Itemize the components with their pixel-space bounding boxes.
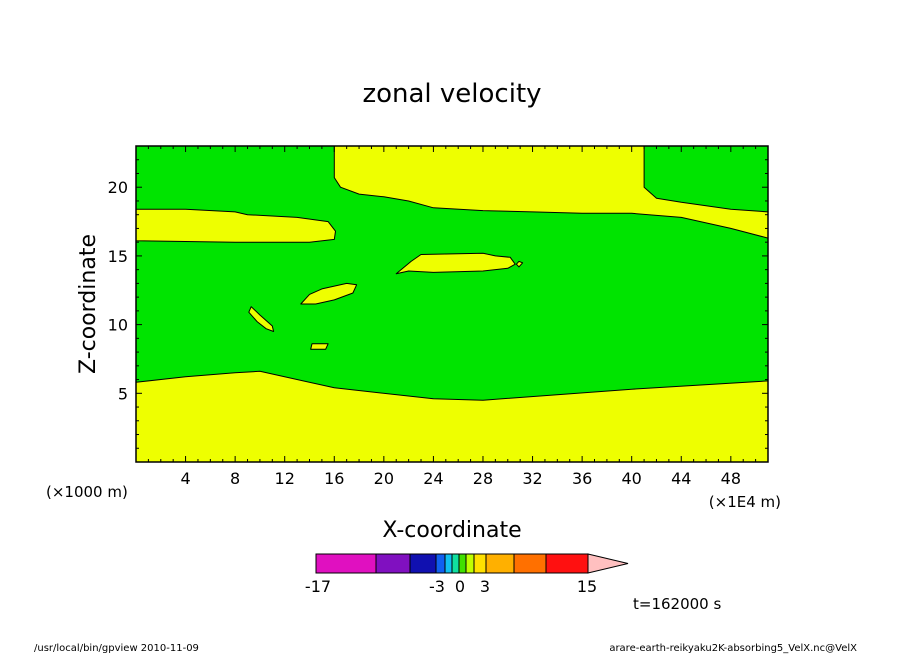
contour-region-8 xyxy=(310,343,329,350)
y-tick-label: 15 xyxy=(108,247,128,266)
x-tick-label: 36 xyxy=(572,469,592,488)
x-axis-label: X-coordinate xyxy=(382,518,521,543)
colorbar-cell xyxy=(375,553,411,574)
contour-region-5 xyxy=(515,260,524,268)
footer-right: arare-earth-reikyaku2K-absorbing5_VelX.n… xyxy=(609,643,857,654)
colorbar-labels: -17 -3 0 3 15 xyxy=(305,577,597,596)
plot-area xyxy=(135,145,769,463)
colorbar-cell xyxy=(409,553,437,574)
colorbar-cell xyxy=(545,553,589,574)
x-tick-label: 16 xyxy=(324,469,344,488)
x-tick-label: 28 xyxy=(473,469,493,488)
colorbar-cell xyxy=(458,553,467,574)
colorbar-label: 3 xyxy=(480,577,490,596)
contour-regions xyxy=(135,145,769,463)
contour-region-4 xyxy=(395,252,516,275)
colorbar-cell xyxy=(465,553,475,574)
y-axis: 5 10 15 20 xyxy=(108,159,768,449)
x-tick-label: 48 xyxy=(721,469,741,488)
colorbar-label: -17 xyxy=(305,577,331,596)
colorbar-extension xyxy=(587,553,629,574)
colorbar-cell xyxy=(513,553,547,574)
x-tick-label: 40 xyxy=(622,469,642,488)
contour-region-2 xyxy=(135,208,336,243)
x-tick-label: 12 xyxy=(275,469,295,488)
colorbar-label: -3 xyxy=(429,577,445,596)
x-axis: 4 8 12 16 20 24 28 32 36 40 44 48 xyxy=(147,146,757,488)
x-tick-label: 32 xyxy=(522,469,542,488)
colorbar-cell xyxy=(435,553,446,574)
x-tick-label: 20 xyxy=(374,469,394,488)
colorbar-label: 15 xyxy=(577,577,597,596)
footer-left: /usr/local/bin/gpview 2010-11-09 xyxy=(34,643,199,654)
y-tick-label: 5 xyxy=(118,384,128,403)
colorbar-cell xyxy=(473,553,487,574)
contour-region-6 xyxy=(300,282,358,305)
y-tick-label: 10 xyxy=(108,316,128,335)
colorbar xyxy=(315,553,629,574)
x-unit-right: (×1E4 m) xyxy=(709,493,781,511)
colorbar-label: 0 xyxy=(455,577,465,596)
chart-title: zonal velocity xyxy=(362,79,541,109)
contour-region-3 xyxy=(333,145,769,239)
y-tick-label: 20 xyxy=(108,178,128,197)
time-annotation: t=162000 s xyxy=(633,595,721,613)
colorbar-cell xyxy=(485,553,515,574)
x-tick-label: 8 xyxy=(230,469,240,488)
x-tick-label: 44 xyxy=(671,469,691,488)
colorbar-cell xyxy=(451,553,460,574)
x-tick-label: 4 xyxy=(180,469,190,488)
contour-region-7 xyxy=(248,306,275,332)
x-tick-label: 24 xyxy=(423,469,443,488)
x-unit-left: (×1000 m) xyxy=(46,483,128,501)
plot-frame xyxy=(135,145,769,463)
colorbar-cell xyxy=(315,553,377,574)
y-axis-label: Z-coordinate xyxy=(76,234,101,374)
colorbar-cell xyxy=(444,553,453,574)
